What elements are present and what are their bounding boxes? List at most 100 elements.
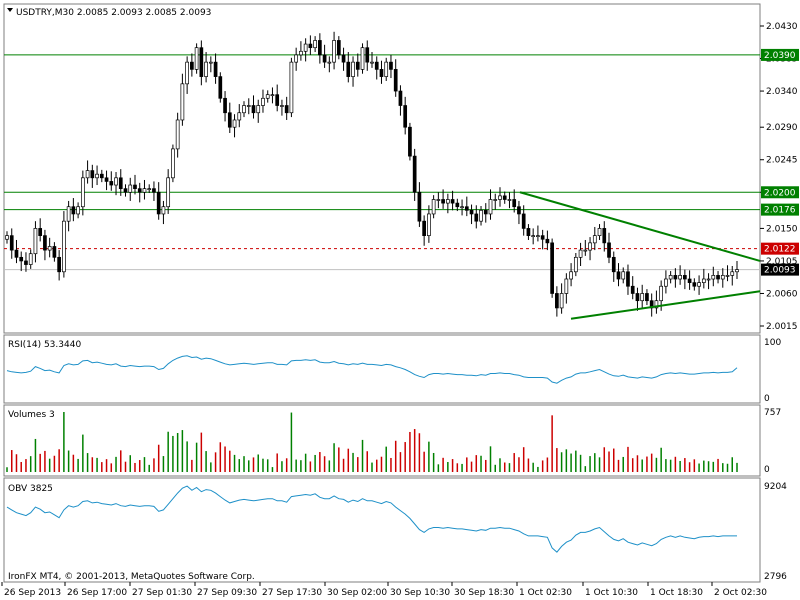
candle-body xyxy=(109,181,114,186)
candle-body xyxy=(659,285,664,302)
candle-body xyxy=(616,271,621,280)
candle-body xyxy=(573,256,578,273)
candle-body xyxy=(578,249,583,258)
candle-body xyxy=(284,105,289,114)
level-tag xyxy=(761,186,799,199)
candle-body xyxy=(38,228,43,236)
trendline[interactable] xyxy=(570,290,761,320)
level-value: 2.0200 xyxy=(764,188,796,198)
candle-body xyxy=(185,61,189,85)
time-tick-label: 27 Sep 09:30 xyxy=(197,588,257,598)
obv-tick-top: 9204 xyxy=(764,482,787,492)
level-value: 2.0390 xyxy=(764,51,796,61)
candle-body xyxy=(455,202,460,208)
candle-body xyxy=(725,275,730,277)
candle-body xyxy=(161,206,166,215)
candle-body xyxy=(597,228,602,236)
time-tick-label: 1 Oct 18:30 xyxy=(650,588,703,598)
candle-body xyxy=(389,61,393,70)
obv-line xyxy=(6,485,737,553)
time-tick-label: 1 Oct 10:30 xyxy=(585,588,638,598)
candle-body xyxy=(327,61,332,64)
candle-body xyxy=(261,97,265,106)
candle-body xyxy=(521,213,526,229)
candle-body xyxy=(441,199,445,204)
candle-body xyxy=(431,199,436,215)
candle-body xyxy=(166,177,171,208)
price-panel[interactable] xyxy=(3,3,761,334)
candle-body xyxy=(256,105,261,114)
candle-body xyxy=(502,195,507,200)
chart-title: USDTRY,M30 2.0085 2.0093 2.0085 2.0093 xyxy=(16,8,211,18)
candle-body xyxy=(683,275,687,280)
candle-body xyxy=(204,61,208,77)
candle-body xyxy=(630,285,635,294)
candle-body xyxy=(588,242,592,251)
candle-body xyxy=(450,199,455,204)
candle-body xyxy=(332,40,336,63)
candle-body xyxy=(180,83,185,121)
candle-body xyxy=(488,199,493,215)
candle-body xyxy=(607,242,611,258)
candle-body xyxy=(227,112,232,128)
price-tick-label: 2.0150 xyxy=(766,224,798,234)
candle-body xyxy=(602,228,607,244)
time-tick-label: 30 Sep 10:30 xyxy=(390,588,450,598)
copyright-text: IronFX MT4, © 2001-2013, MetaQuotes Soft… xyxy=(8,572,255,582)
rsi-panel[interactable] xyxy=(3,334,761,404)
candle-body xyxy=(275,94,280,106)
candle-body xyxy=(33,228,38,255)
price-tick-label: 2.0060 xyxy=(766,289,798,299)
candle-body xyxy=(436,199,441,201)
candle-body xyxy=(190,61,194,70)
obv-tick-bottom: 2796 xyxy=(764,572,787,582)
trendline[interactable] xyxy=(519,191,761,262)
candle-body xyxy=(507,199,512,201)
level-tag xyxy=(761,203,799,216)
candle-body xyxy=(199,47,204,77)
candle-body xyxy=(289,61,294,114)
candle-body xyxy=(403,105,408,128)
candle-body xyxy=(493,199,498,201)
rsi-tick-top: 100 xyxy=(764,338,781,348)
level-value: 2.0122 xyxy=(764,245,796,255)
volumes-tick-top: 757 xyxy=(764,408,781,418)
candle-body xyxy=(412,155,417,193)
candle-body xyxy=(336,40,341,56)
candle-body xyxy=(384,61,389,77)
candle-body xyxy=(270,94,275,97)
candle-body xyxy=(697,282,701,287)
candle-body xyxy=(673,275,678,280)
candle-body xyxy=(76,206,80,215)
candle-body xyxy=(313,40,317,49)
candle-body xyxy=(355,61,360,70)
time-tick-label: 30 Sep 02:00 xyxy=(327,588,387,598)
candle-body xyxy=(360,47,365,70)
obv-panel[interactable] xyxy=(3,477,761,583)
candle-body xyxy=(701,278,706,283)
candle-body xyxy=(175,119,180,150)
candle-body xyxy=(318,40,322,56)
candle-body xyxy=(536,235,540,237)
candle-body xyxy=(716,275,720,280)
candle-body xyxy=(583,249,588,252)
candle-body xyxy=(303,43,308,52)
candle-body xyxy=(66,206,71,222)
candle-body xyxy=(427,213,431,236)
candle-body xyxy=(80,177,85,208)
candle-body xyxy=(417,191,422,222)
price-tick-label: 2.0290 xyxy=(766,123,798,133)
candle-body xyxy=(517,206,521,215)
candle-body xyxy=(592,235,597,244)
candle-body xyxy=(194,47,199,70)
candle-body xyxy=(678,275,682,280)
candle-body xyxy=(559,293,564,309)
candle-body xyxy=(640,293,645,302)
candle-body xyxy=(43,235,47,251)
candle-body xyxy=(142,188,147,193)
candle-body xyxy=(735,269,739,273)
symbol-dropdown-icon[interactable] xyxy=(7,8,13,12)
time-tick-label: 30 Sep 18:30 xyxy=(454,588,514,598)
candle-body xyxy=(265,94,270,99)
